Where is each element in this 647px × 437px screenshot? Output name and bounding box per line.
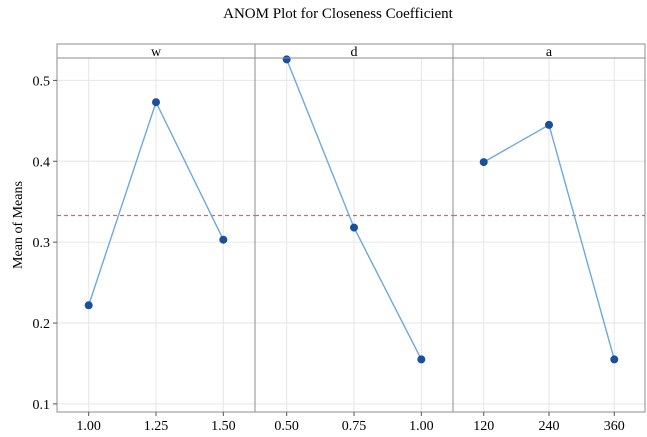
data-point [479, 158, 488, 167]
data-point [219, 235, 228, 244]
data-point [84, 301, 93, 310]
data-point [610, 355, 619, 364]
strip-label: a [546, 45, 553, 60]
data-point [350, 223, 358, 232]
data-point [152, 98, 160, 107]
y-axis-title: Mean of Means [11, 181, 26, 269]
y-tick-label: 0.1 [33, 398, 51, 413]
chart-title: ANOM Plot for Closeness Coefficient [223, 6, 454, 22]
x-tick-label: 1.00 [409, 419, 434, 434]
panels-layer: w 1.00 1.25 1.50 d 0.50 0.75 1.00 a 120 240 360 [56, 43, 646, 434]
x-tick-label: 1.00 [76, 419, 101, 434]
y-axis: 0.1 0.2 0.3 0.4 0.5 [33, 74, 57, 413]
data-point [282, 55, 291, 64]
data-point [417, 355, 426, 364]
x-tick-label: 0.50 [274, 419, 299, 434]
x-tick-label: 360 [604, 419, 625, 434]
x-tick-label: 120 [473, 419, 494, 434]
x-tick-label: 0.75 [342, 419, 367, 434]
panel-d: d 0.50 0.75 1.00 [254, 43, 454, 434]
strip-label: w [151, 45, 162, 60]
y-tick-label: 0.3 [33, 236, 51, 251]
y-tick-label: 0.2 [33, 317, 51, 332]
y-tick-label: 0.4 [33, 155, 51, 170]
x-tick-label: 1.25 [144, 419, 169, 434]
y-tick-label: 0.5 [33, 74, 51, 89]
x-tick-label: 1.50 [211, 419, 236, 434]
panel-w: w 1.00 1.25 1.50 [56, 43, 256, 434]
panel-a: a 120 240 360 [452, 43, 646, 434]
strip-label: d [351, 45, 358, 60]
data-point [545, 120, 553, 129]
x-tick-label: 240 [539, 419, 560, 434]
